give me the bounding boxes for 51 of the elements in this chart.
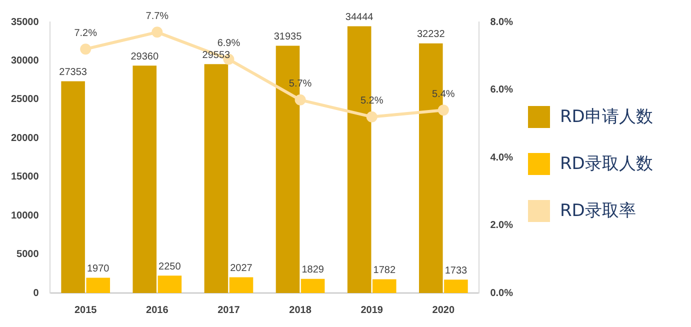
point: [438, 104, 449, 116]
data-label: 7.7%: [146, 10, 169, 22]
y-tick-label: 10000: [10, 210, 40, 222]
point: [366, 111, 378, 122]
bar: [372, 279, 396, 293]
data-label: 6.9%: [217, 38, 240, 50]
data-label: 29360: [130, 51, 159, 62]
point: [80, 44, 92, 55]
bar: [132, 66, 157, 293]
x-tick-label: 2019: [360, 304, 384, 316]
data-label: 31935: [274, 31, 302, 42]
bar: [61, 81, 85, 293]
point: [294, 94, 306, 106]
data-label: 32232: [416, 29, 446, 40]
data-label: 34444: [345, 12, 374, 24]
x-tick-label: 2017: [218, 304, 240, 316]
bar: [204, 64, 228, 293]
bar: [444, 280, 468, 293]
y2-tick-label: 0.0%: [490, 288, 514, 299]
bar: [86, 278, 110, 293]
data-label: 7.2%: [74, 28, 98, 39]
y-tick-label: 20000: [10, 132, 40, 144]
legend-label: RD录取人数: [560, 153, 653, 175]
data-label: 2250: [158, 261, 182, 272]
bar: [300, 278, 325, 293]
y-tick-label: 15000: [10, 172, 40, 183]
data-label: 1733: [444, 265, 468, 276]
data-label: 29553: [202, 50, 231, 61]
y-tick-label: 30000: [10, 55, 40, 66]
y2-tick-label: 6.0%: [490, 84, 514, 96]
data-label: 27353: [59, 66, 88, 78]
bar: [158, 276, 182, 293]
legend-label: RD申请人数: [560, 106, 653, 128]
data-label: 1970: [86, 263, 110, 274]
bar: [229, 277, 254, 293]
y2-tick-label: 2.0%: [490, 220, 514, 231]
x-tick-label: 2016: [146, 304, 169, 316]
legend-label: RD录取率: [560, 200, 636, 222]
point: [152, 26, 163, 38]
data-label: 1782: [373, 264, 396, 276]
x-tick-label: 2018: [289, 304, 312, 316]
data-label: 2027: [230, 263, 253, 274]
y2-tick-label: 8.0%: [490, 16, 514, 28]
x-tick-label: 2015: [74, 304, 98, 316]
x-tick-label: 2020: [432, 304, 455, 316]
y-tick-label: 25000: [10, 94, 40, 106]
y-tick-label: 5000: [16, 249, 40, 260]
y-tick-label: 0: [33, 288, 40, 299]
data-label: 1829: [302, 264, 324, 276]
y2-tick-label: 4.0%: [490, 152, 514, 164]
y-tick-label: 35000: [10, 16, 40, 28]
